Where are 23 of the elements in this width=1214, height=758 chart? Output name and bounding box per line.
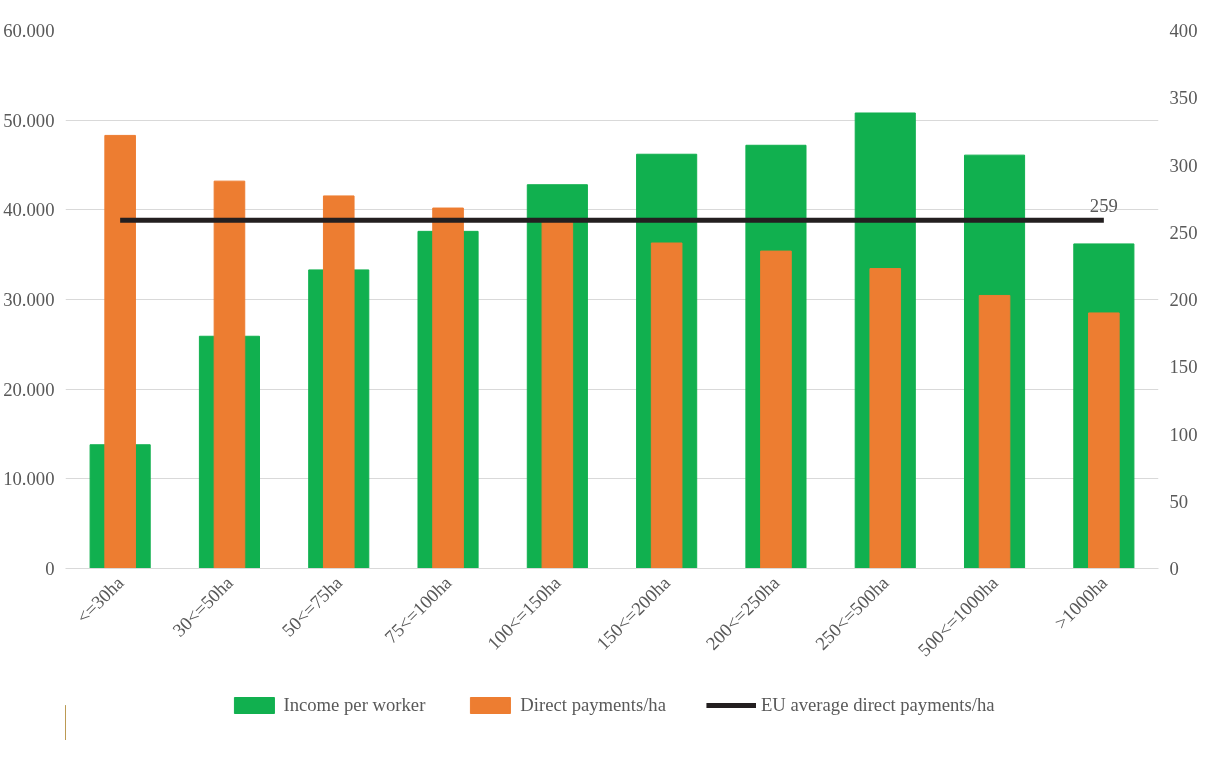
y-tick-label: 50.000 — [3, 109, 55, 131]
y2-tick-label: 150 — [1169, 356, 1198, 378]
y2-tick-label: 50 — [1169, 490, 1189, 512]
y-tick-label: 10.000 — [3, 468, 55, 490]
bar — [978, 294, 1011, 569]
y-tick-label: 20.000 — [3, 378, 55, 400]
bar — [869, 268, 902, 569]
y2-tick-label: 0 — [1169, 558, 1179, 579]
y-tick-label: 30.000 — [3, 289, 55, 310]
y-tick-label: 60.000 — [3, 20, 55, 41]
bar — [760, 250, 792, 569]
y2-tick-label: 200 — [1169, 289, 1198, 310]
legend-label: Income per worker — [283, 694, 426, 716]
y2-tick-label: 100 — [1169, 423, 1198, 445]
y-tick-label: 40.000 — [3, 199, 55, 221]
y2-tick-label: 300 — [1169, 154, 1198, 176]
data-label: 259 — [1089, 195, 1118, 217]
y-tick-label: 0 — [45, 558, 55, 579]
y2-tick-label: 250 — [1169, 221, 1198, 243]
y2-tick-label: 350 — [1169, 87, 1198, 109]
y2-tick-label: 400 — [1169, 20, 1198, 41]
legend-label: EU average direct payments/ha — [760, 694, 995, 716]
legend-label: Direct payments/ha — [520, 694, 666, 716]
